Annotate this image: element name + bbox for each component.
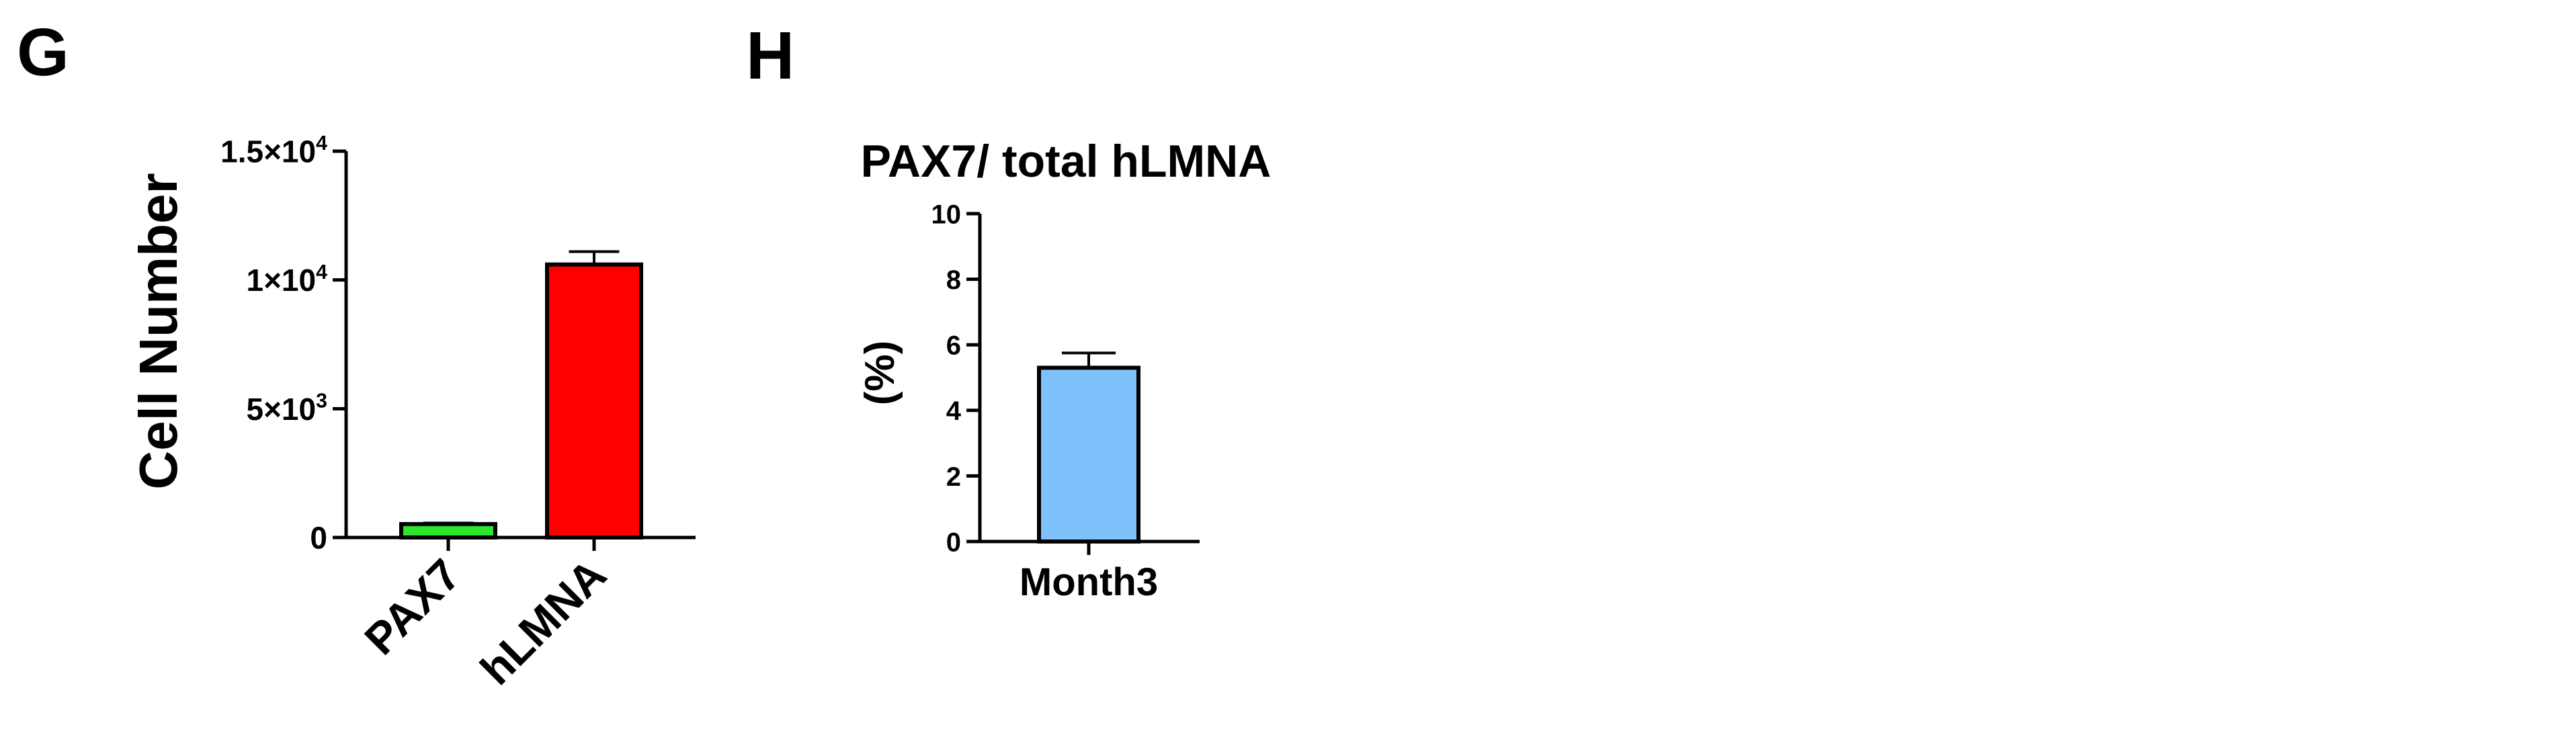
chart-g-category-label: hLMNA — [470, 550, 616, 695]
chart-h-ytick-base: 8 — [946, 265, 961, 295]
panel-letter-g: G — [17, 15, 69, 90]
chart-h-title: PAX7/ total hLMNA — [861, 136, 1272, 187]
chart-g-ytick-base: 1×10 — [246, 263, 316, 298]
chart-h-ytick-label: 10 — [931, 200, 962, 229]
chart-g-bar-pax7 — [399, 522, 497, 540]
chart-h-ytick-label: 4 — [946, 396, 962, 426]
chart-g-ytick-base: 5×10 — [246, 392, 316, 427]
chart-h-ytick-base: 2 — [946, 462, 961, 492]
chart-h-ytick-base: 0 — [946, 527, 961, 557]
chart-h-bar-month3 — [1037, 365, 1140, 544]
chart-h-ytick-label: 2 — [946, 462, 961, 492]
chart-h: PAX7/ total hLMNA (%) 0 2 4 6 8 10 Month3 — [857, 136, 1271, 604]
chart-g-category-label: PAX7 — [355, 550, 470, 664]
chart-h-ytick-label: 0 — [946, 527, 961, 557]
chart-h-ytick-label: 6 — [946, 331, 961, 361]
chart-h-ytick-base: 4 — [946, 396, 962, 426]
chart-g-ytick-exponent: 4 — [316, 132, 327, 155]
chart-g-ytick-label: 1×104 — [246, 261, 327, 298]
chart-h-ytick-label: 8 — [946, 265, 961, 295]
chart-g-ytick-label: 5×103 — [246, 390, 327, 426]
chart-h-ytick-base: 10 — [931, 200, 962, 229]
chart-h-ylabel: (%) — [857, 341, 903, 405]
chart-g-ytick-exponent: 4 — [316, 261, 327, 284]
chart-g-bar-hlmna — [545, 262, 643, 540]
chart-g-ytick-label: 1.5×104 — [220, 132, 327, 169]
chart-g-ytick-base: 1.5×10 — [220, 134, 316, 169]
chart-h-category-label: Month3 — [1020, 560, 1158, 604]
chart-g-ytick-label: 0 — [310, 521, 327, 556]
panel-letter-h: H — [746, 18, 794, 93]
chart-h-ytick-base: 6 — [946, 331, 961, 361]
chart-g-ytick-base: 0 — [310, 521, 327, 556]
chart-g-ylabel: Cell Number — [128, 173, 188, 489]
chart-g-ytick-exponent: 3 — [316, 390, 327, 412]
